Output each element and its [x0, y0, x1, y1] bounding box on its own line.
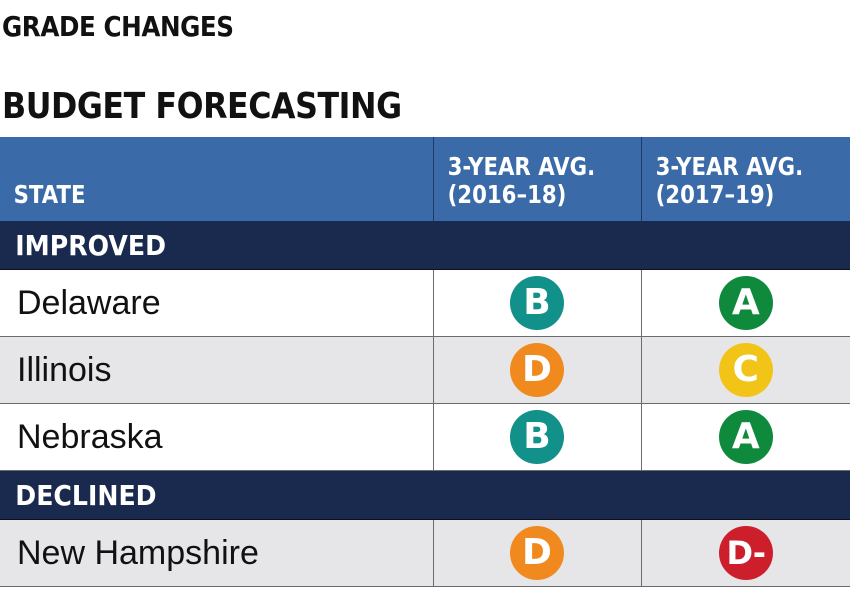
state-name: Delaware: [0, 269, 434, 337]
grade-badge: D: [510, 343, 564, 397]
section-row-improved: IMPROVED: [0, 221, 850, 270]
grade-badge: B: [510, 276, 564, 330]
column-header-2017-19: 3-YEAR AVG. (2017–19): [641, 137, 850, 221]
state-name: Nebraska: [0, 403, 434, 471]
section-row-declined: DECLINED: [0, 470, 850, 520]
grade-badge: D-: [718, 526, 773, 580]
page-title: GRADE CHANGES: [2, 10, 234, 43]
grades-table: STATE 3-YEAR AVG. (2016–18) 3-YEAR AVG. …: [0, 137, 850, 587]
grade-badge: A: [718, 410, 773, 464]
grade-badge: A: [718, 276, 773, 330]
table-header-row: STATE 3-YEAR AVG. (2016–18) 3-YEAR AVG. …: [0, 137, 850, 221]
grade-badge: D: [510, 526, 564, 580]
section-title: BUDGET FORECASTING: [2, 86, 402, 127]
table-row: Illinois D C: [0, 336, 850, 404]
table-row: New Hampshire D D-: [0, 519, 850, 587]
section-label: DECLINED: [15, 478, 157, 512]
table-row: Nebraska B A: [0, 403, 850, 471]
column-header-state: STATE: [0, 137, 434, 221]
table-row: Delaware B A: [0, 269, 850, 337]
state-name: Illinois: [0, 336, 434, 404]
state-name: New Hampshire: [0, 519, 434, 587]
grade-badge: C: [718, 343, 773, 397]
grade-badge: B: [510, 410, 564, 464]
section-label: IMPROVED: [15, 228, 167, 262]
column-header-2016-18: 3-YEAR AVG. (2016–18): [433, 137, 642, 221]
